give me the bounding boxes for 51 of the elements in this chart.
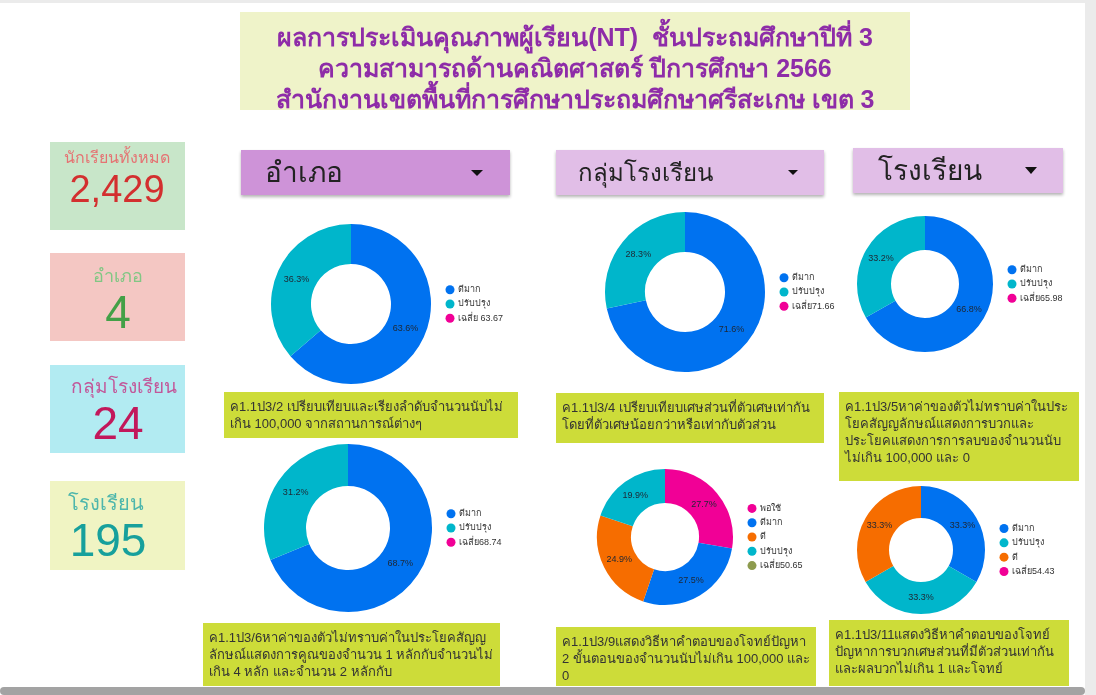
data-label: 24.9% bbox=[606, 554, 633, 565]
caption-box: ค1.1ป3/9แสดงวิธีหาคำตอบของโจทย์ปัญหา 2 ขั้นตอนของจำนวนนับไม่เกิน 100,000 และ 0 bbox=[556, 627, 816, 686]
data-label: 36.3% bbox=[283, 273, 310, 284]
legend-label: ดี bbox=[760, 531, 766, 542]
text: กลุ่มโรงเรียน bbox=[71, 375, 177, 397]
caption-box: ค1.1ป3/5หาค่าของตัวไม่ทราบค่าในประโยคสัญญลักษณ์แสดงการบวกและประโยคแสดงการการลบของจำนวนนับไม่เกิน 100,000 และ 0 bbox=[839, 392, 1079, 481]
data-label: 27.7% bbox=[691, 498, 717, 509]
legend-label: เฉลี่ย68.74 bbox=[459, 534, 502, 547]
caption-box: ค1.1ป3/6หาค่าของตัวไม่ทราบค่าในประโยคสัญญลักษณ์แสดงการคูณของจำนวน 1 หลักกับจำนวนไม่เกิน 4 หลัก และจำนวน 2 หลักกับ bbox=[203, 623, 500, 686]
legend-label: เฉลี่ย65.98 bbox=[1020, 290, 1063, 303]
data-label: 71.6% bbox=[718, 324, 745, 335]
legend-label: ดีมาก bbox=[792, 272, 814, 283]
caption-box: ค1.1ป3/11แสดงวิธีหาคำตอบของโจทย์ปัญหาการบวกเศษส่วนที่มีตัวส่วนเท่ากันและผลบวกไม่เกิน 1 และโจทย์ bbox=[829, 620, 1069, 686]
text: 24 bbox=[92, 397, 144, 452]
caption-box: ค1.1ป3/4 เปรียบเทียบเศษส่วนที่ตัวเศษเท่ากัน โดยที่ตัวเศษน้อยกว่าหรือเท่ากับตัวส่วน bbox=[556, 393, 824, 443]
legend-label: ปรับปรุง bbox=[458, 298, 490, 310]
legend-label: ดีมาก bbox=[458, 284, 480, 295]
legend-label: ปรับปรุง bbox=[792, 286, 824, 298]
data-label: 31.2% bbox=[282, 487, 309, 498]
text: 2,429 bbox=[69, 167, 165, 213]
legend-label: เฉลี่ย54.43 bbox=[1012, 563, 1055, 576]
text: นักเรียนทั้งหมด bbox=[64, 146, 170, 168]
data-label: 33.3% bbox=[866, 520, 893, 531]
legend-label: ดีมาก bbox=[459, 508, 481, 519]
text: โรงเรียน bbox=[68, 492, 144, 514]
dropdown: กลุ่มโรงเรียน bbox=[556, 150, 824, 195]
dropdown: อำเภอ bbox=[241, 150, 510, 195]
text: 195 bbox=[69, 513, 147, 569]
legend-label: ดีมาก bbox=[1020, 264, 1042, 275]
data-label: 27.5% bbox=[678, 575, 704, 586]
legend-label: ดีมาก bbox=[760, 517, 782, 528]
legend-label: พอใช้ bbox=[760, 502, 781, 513]
data-label: 19.9% bbox=[622, 490, 648, 501]
data-label: 33.2% bbox=[868, 252, 894, 263]
legend-label: ปรับปรุง bbox=[1020, 278, 1052, 290]
legend-label: ปรับปรุง bbox=[1012, 537, 1044, 549]
dropdown: โรงเรียน bbox=[853, 148, 1063, 193]
legend-label: เฉลี่ย 63.67 bbox=[458, 310, 504, 323]
legend-label: ปรับปรุง bbox=[459, 522, 491, 534]
legend-label: เฉลี่ย71.66 bbox=[792, 298, 835, 311]
legend-label: เฉลี่ย50.65 bbox=[760, 558, 803, 571]
data-label: 68.7% bbox=[387, 557, 414, 568]
data-label: 28.3% bbox=[625, 248, 652, 259]
data-label: 33.3% bbox=[908, 592, 934, 603]
legend-label: ดี bbox=[1012, 551, 1018, 562]
legend-label: ดีมาก bbox=[1012, 523, 1034, 534]
caption-box: ค1.1ป3/2 เปรียบเทียบและเรียงลำดับจำนวนนับไม่เกิน 100,000 จากสถานการณ์ต่างๆ bbox=[224, 392, 518, 438]
data-label: 63.6% bbox=[392, 323, 419, 334]
legend-label: ปรับปรุง bbox=[760, 545, 792, 557]
data-label: 66.8% bbox=[956, 304, 982, 315]
data-label: 33.3% bbox=[949, 520, 976, 531]
